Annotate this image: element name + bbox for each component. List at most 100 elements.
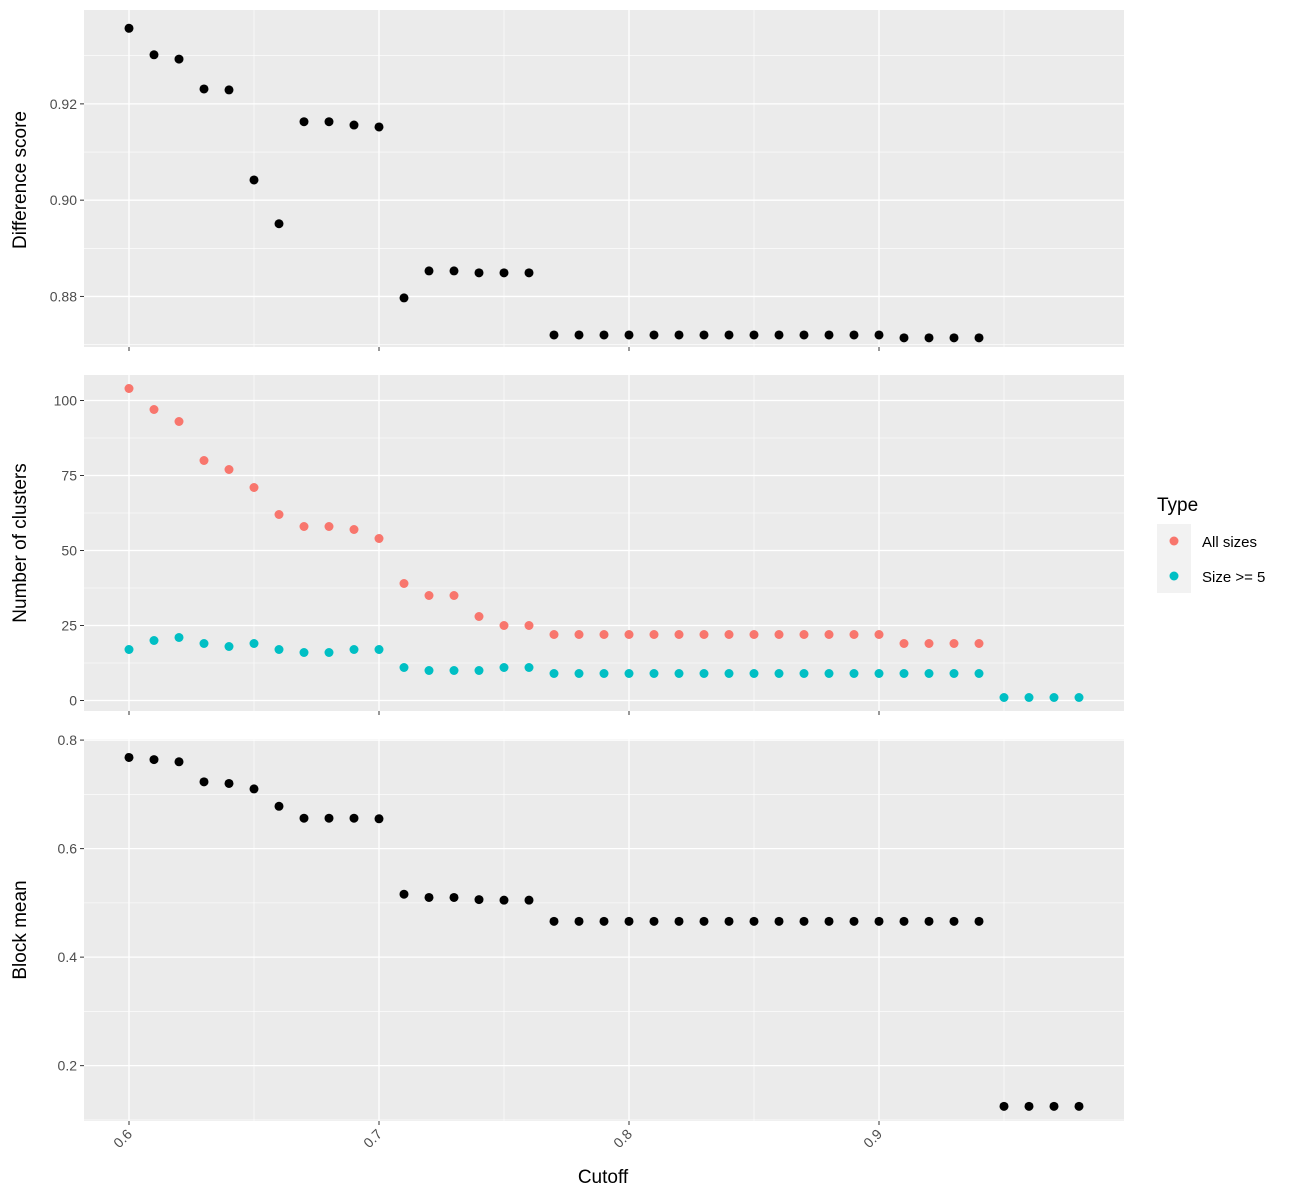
data-point <box>749 630 759 639</box>
data-point <box>524 895 534 905</box>
data-point <box>674 916 684 926</box>
data-point <box>724 330 734 340</box>
data-point <box>249 784 259 794</box>
y-tick-label: 0.8 <box>58 732 78 748</box>
data-point <box>699 916 709 926</box>
data-point <box>649 630 659 639</box>
data-point <box>799 669 809 678</box>
data-point <box>974 639 984 648</box>
data-point <box>1074 1101 1084 1111</box>
data-point <box>549 916 559 926</box>
data-point <box>124 23 134 33</box>
y-axis-title-block-mean: Block mean <box>10 880 31 979</box>
data-point <box>349 120 359 130</box>
data-point <box>624 330 634 340</box>
data-point <box>999 693 1009 702</box>
data-point <box>574 916 584 926</box>
data-point <box>324 813 334 823</box>
y-tick-label: 100 <box>54 393 78 409</box>
data-point <box>849 330 859 340</box>
data-point <box>774 330 784 340</box>
data-point <box>374 645 384 654</box>
y-tick-label: 0.92 <box>50 96 77 112</box>
data-point <box>474 612 484 621</box>
data-point <box>724 669 734 678</box>
data-point <box>499 621 509 630</box>
data-point <box>299 522 309 531</box>
data-point <box>599 330 609 340</box>
data-point <box>949 669 959 678</box>
data-point <box>199 639 209 648</box>
data-point <box>224 642 234 651</box>
data-point <box>149 50 159 60</box>
data-point <box>824 669 834 678</box>
data-point <box>849 669 859 678</box>
data-point <box>274 219 284 229</box>
y-axis-title-difference-score: Difference score <box>10 111 31 249</box>
x-axis: 0.6 0.7 0.8 0.9 <box>110 1126 885 1151</box>
data-point <box>649 669 659 678</box>
y-tick-label: 25 <box>61 618 77 634</box>
data-point <box>224 778 234 788</box>
data-point <box>224 465 234 474</box>
data-point <box>474 895 484 905</box>
data-point <box>899 916 909 926</box>
data-point <box>1049 1101 1059 1111</box>
data-point <box>424 266 434 276</box>
data-point <box>699 669 709 678</box>
difference-score-panel: 0.88 0.90 0.92 Difference score <box>10 10 1124 351</box>
data-point <box>849 630 859 639</box>
data-point <box>399 293 409 303</box>
data-point <box>274 510 284 519</box>
data-point <box>174 417 184 426</box>
data-point <box>149 636 159 645</box>
series-points <box>124 23 984 343</box>
data-point <box>374 534 384 543</box>
data-point <box>674 330 684 340</box>
data-point <box>974 916 984 926</box>
data-point <box>974 669 984 678</box>
data-point <box>624 916 634 926</box>
data-point <box>174 54 184 64</box>
panel-background <box>84 375 1124 711</box>
data-point <box>424 591 434 600</box>
y-tick-label: 0.88 <box>50 288 77 304</box>
data-point <box>774 916 784 926</box>
data-point <box>324 648 334 657</box>
data-point <box>999 1101 1009 1111</box>
data-point <box>124 752 134 762</box>
data-point <box>674 669 684 678</box>
data-point <box>324 117 334 127</box>
data-point <box>499 895 509 905</box>
series-size-5 <box>124 633 1084 702</box>
data-point <box>424 666 434 675</box>
data-point <box>1024 1101 1034 1111</box>
data-point <box>624 630 634 639</box>
data-point <box>349 645 359 654</box>
x-tick-label: 0.9 <box>860 1126 885 1151</box>
data-point <box>524 663 534 672</box>
data-point <box>799 916 809 926</box>
data-point <box>499 268 509 278</box>
legend-key-size-5 <box>1169 571 1179 581</box>
data-point <box>249 175 259 185</box>
data-point <box>924 669 934 678</box>
data-point <box>124 645 134 654</box>
data-point <box>874 330 884 340</box>
y-tick-label: 0 <box>69 693 77 709</box>
data-point <box>274 801 284 811</box>
data-point <box>924 333 934 343</box>
y-axis-title-number-of-clusters: Number of clusters <box>10 463 31 622</box>
data-point <box>299 117 309 127</box>
data-point <box>674 630 684 639</box>
data-point <box>824 916 834 926</box>
x-tick-label: 0.6 <box>110 1126 135 1151</box>
data-point <box>749 916 759 926</box>
data-point <box>199 84 209 94</box>
data-point <box>549 630 559 639</box>
y-tick-label: 0.2 <box>58 1058 78 1074</box>
data-point <box>924 639 934 648</box>
data-point <box>699 330 709 340</box>
data-point <box>299 813 309 823</box>
series-all-sizes <box>124 384 984 648</box>
